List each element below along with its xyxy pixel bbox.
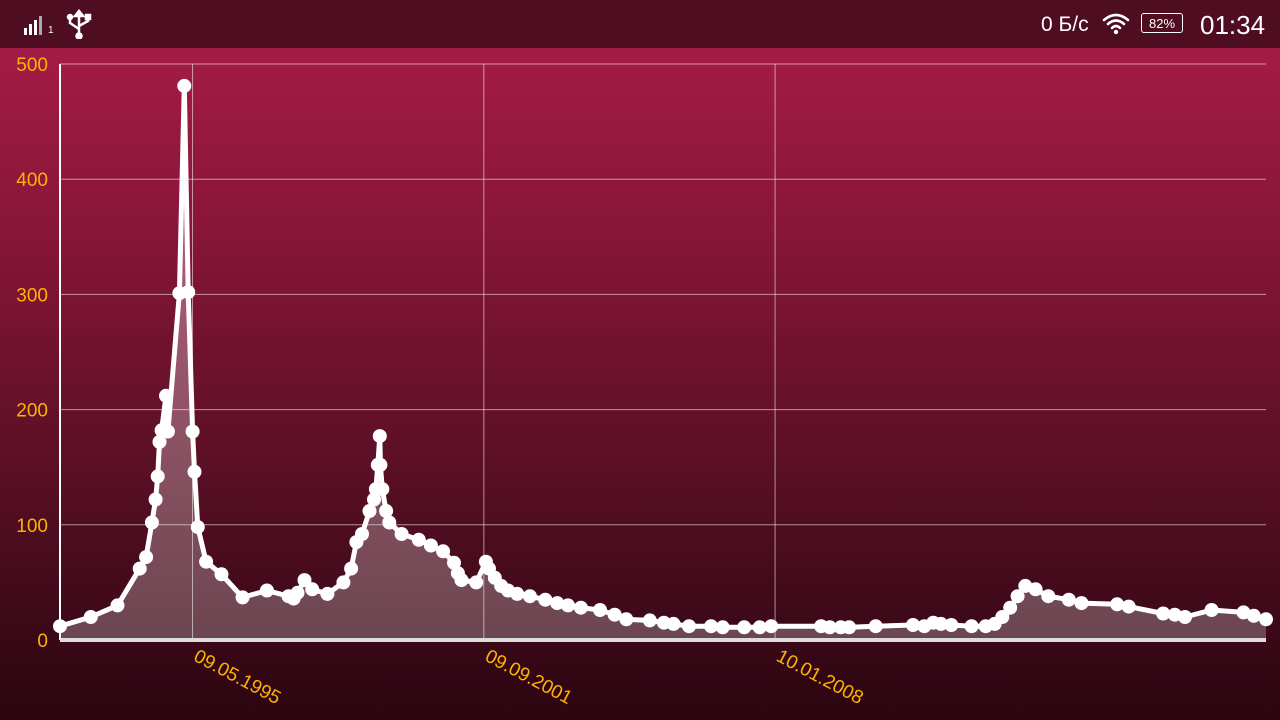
y-tick-label: 300 [16, 285, 48, 306]
data-point [510, 586, 525, 601]
data-point [1003, 600, 1018, 615]
series-line [59, 83, 1267, 630]
data-point [561, 598, 575, 613]
data-point [573, 600, 588, 615]
data-point [1041, 589, 1056, 604]
data-point [367, 492, 381, 507]
data-point [619, 612, 634, 627]
y-tick-label: 100 [16, 516, 48, 537]
data-point [764, 619, 779, 634]
data-point [995, 610, 1010, 624]
data-point [868, 619, 883, 634]
data-point [290, 585, 305, 600]
data-point [382, 515, 397, 530]
data-point [704, 619, 719, 634]
data-point [1121, 599, 1136, 614]
net-speed: 0 Б/с [1041, 13, 1089, 36]
clock: 01:34 [1200, 10, 1266, 40]
signal-bars-icon [24, 13, 54, 42]
data-point [344, 561, 359, 576]
data-point [1259, 612, 1273, 627]
data-point [1178, 610, 1192, 624]
data-point [160, 424, 175, 439]
data-point [187, 464, 202, 479]
data-point [305, 582, 320, 597]
data-point [259, 583, 274, 598]
data-point [199, 554, 214, 569]
series-area [60, 85, 1266, 640]
data-point [83, 610, 98, 624]
price-chart[interactable]: 0 100 200 300 400 500 09.05.1995 09.09.2001 10.… [0, 48, 1280, 720]
data-point [752, 620, 767, 635]
data-point [394, 527, 409, 541]
data-point [906, 618, 920, 632]
data-point [411, 532, 426, 547]
data-point [379, 504, 394, 518]
data-point [469, 575, 484, 590]
data-point [964, 619, 979, 634]
usb-icon [66, 8, 92, 44]
data-point [320, 586, 335, 601]
data-point [1010, 589, 1025, 604]
data-point [355, 527, 369, 541]
data-point [1061, 592, 1076, 607]
data-point [235, 590, 250, 605]
y-tick-label: 200 [16, 401, 48, 422]
data-point [522, 589, 537, 604]
data-point [190, 520, 205, 535]
data-point [1156, 606, 1171, 621]
grid-lines [60, 63, 1266, 640]
x-tick-label: 09.09.2001 [482, 646, 576, 709]
data-point [110, 598, 125, 613]
data-point [297, 573, 312, 588]
data-point [336, 575, 351, 590]
wifi-icon [1101, 11, 1131, 42]
data-point [144, 515, 159, 530]
data-point [944, 618, 959, 632]
data-point [159, 388, 173, 403]
data-point [454, 573, 469, 588]
data-point [1204, 603, 1219, 617]
data-point [132, 561, 147, 576]
data-point [375, 482, 390, 497]
battery-indicator: 82% [1141, 13, 1183, 33]
data-point [1246, 608, 1261, 623]
data-point [737, 620, 752, 635]
data-point [423, 538, 438, 553]
data-point [607, 607, 622, 622]
y-tick-label: 500 [16, 55, 48, 76]
data-point [372, 429, 387, 444]
data-point [642, 613, 657, 628]
data-point [150, 469, 165, 484]
data-point [177, 78, 192, 93]
status-bar: 1 0 Б/с 82% 01:34 [0, 0, 1280, 48]
sim-slot-label: 1 [48, 25, 54, 36]
data-point [933, 616, 948, 631]
data-point [152, 434, 167, 449]
data-point [593, 603, 607, 617]
data-point [436, 544, 451, 559]
data-point [181, 285, 196, 300]
data-point [1110, 597, 1125, 612]
x-tick-label: 09.05.1995 [190, 646, 284, 709]
data-point [666, 616, 681, 631]
data-point [214, 567, 229, 582]
data-point [550, 596, 565, 611]
data-point [1028, 582, 1043, 597]
data-point [373, 457, 388, 472]
y-tick-label: 400 [16, 170, 48, 191]
data-point [1074, 596, 1089, 611]
data-point [715, 620, 730, 635]
data-point [139, 550, 154, 565]
data-point [842, 620, 857, 635]
data-point [538, 592, 553, 607]
data-point [362, 504, 377, 518]
x-tick-label: 10.01.2008 [773, 646, 867, 709]
y-tick-label: 0 [37, 631, 48, 652]
data-point [185, 424, 200, 439]
data-point [822, 620, 837, 635]
data-point [148, 492, 163, 507]
data-point [682, 619, 696, 634]
